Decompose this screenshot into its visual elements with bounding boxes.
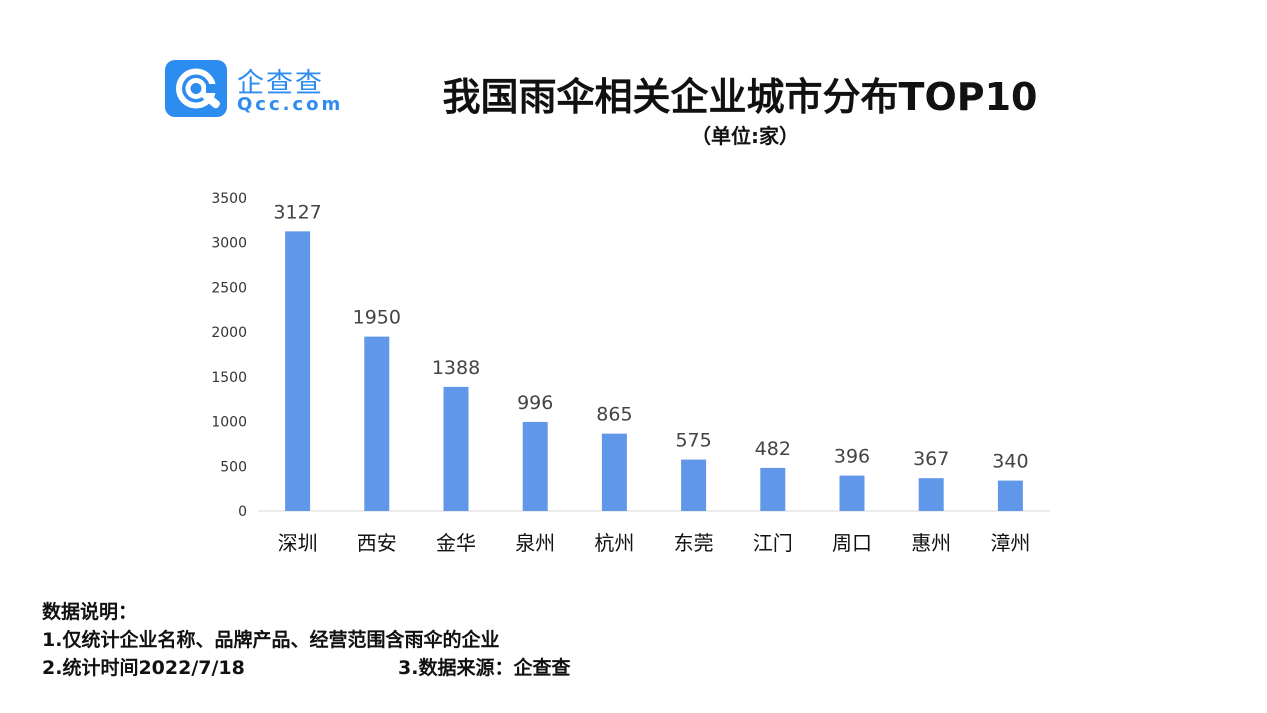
bar xyxy=(522,421,548,511)
y-tick-label: 500 xyxy=(220,459,247,475)
notes-line-2: 2.统计时间2022/7/18 xyxy=(42,657,245,679)
data-label: 575 xyxy=(675,430,711,452)
y-tick-label: 1000 xyxy=(211,415,247,431)
category-label: 金华 xyxy=(436,531,476,555)
bar xyxy=(997,480,1023,511)
data-label: 367 xyxy=(913,448,949,470)
data-label: 1388 xyxy=(432,357,480,379)
brand-logo: 企查查 Qcc.com xyxy=(165,60,355,118)
bar xyxy=(364,336,390,511)
data-label: 396 xyxy=(834,446,870,468)
bars-group xyxy=(285,231,1023,511)
y-axis-ticks: 0 500 1000 1500 2000 2500 3000 3500 xyxy=(211,191,247,520)
bar xyxy=(681,459,707,511)
bar xyxy=(760,467,786,511)
bar xyxy=(443,386,469,511)
category-label: 江门 xyxy=(753,531,793,555)
brand-domain: Qcc.com xyxy=(237,94,344,115)
category-label: 漳州 xyxy=(990,531,1030,555)
bar xyxy=(601,433,627,511)
notes-line-3: 3.数据来源：企查查 xyxy=(398,657,571,679)
y-tick-label: 3000 xyxy=(211,236,247,252)
category-label: 泉州 xyxy=(515,531,555,555)
notes-line-1: 1.仅统计企业名称、品牌产品、经营范围含雨伞的企业 xyxy=(42,629,500,651)
category-label: 周口 xyxy=(832,531,872,555)
qcc-logo-icon xyxy=(165,60,227,117)
y-tick-label: 3500 xyxy=(211,191,247,207)
data-notes: 数据说明： 1.仅统计企业名称、品牌产品、经营范围含雨伞的企业 2.统计时间20… xyxy=(42,598,742,682)
notes-heading: 数据说明： xyxy=(42,601,138,623)
category-label: 西安 xyxy=(357,531,397,555)
brand-name: 企查查 xyxy=(237,68,324,99)
category-label: 惠州 xyxy=(911,531,951,555)
category-label: 杭州 xyxy=(594,531,634,555)
category-label: 深圳 xyxy=(278,531,318,555)
y-tick-label: 1500 xyxy=(211,370,247,386)
bar xyxy=(918,478,944,511)
y-tick-label: 0 xyxy=(238,504,247,520)
y-tick-label: 2000 xyxy=(211,325,247,341)
data-labels-group: 3127 1950 1388 996 865 575 482 396 367 340 xyxy=(273,201,1028,472)
data-label: 996 xyxy=(517,392,553,414)
category-labels-group: 深圳 西安 金华 泉州 杭州 东莞 江门 周口 惠州 漳州 xyxy=(278,531,1031,555)
data-label: 3127 xyxy=(273,201,321,223)
data-label: 865 xyxy=(596,404,632,426)
data-label: 340 xyxy=(992,451,1028,473)
y-tick-label: 2500 xyxy=(211,280,247,296)
data-label: 1950 xyxy=(353,307,401,329)
bar xyxy=(285,231,311,511)
data-label: 482 xyxy=(755,438,791,460)
bar xyxy=(839,475,865,511)
chart-subtitle: （单位:家） xyxy=(691,124,799,148)
chart-title: 我国雨伞相关企业城市分布TOP10 xyxy=(442,75,1038,119)
category-label: 东莞 xyxy=(674,531,714,555)
